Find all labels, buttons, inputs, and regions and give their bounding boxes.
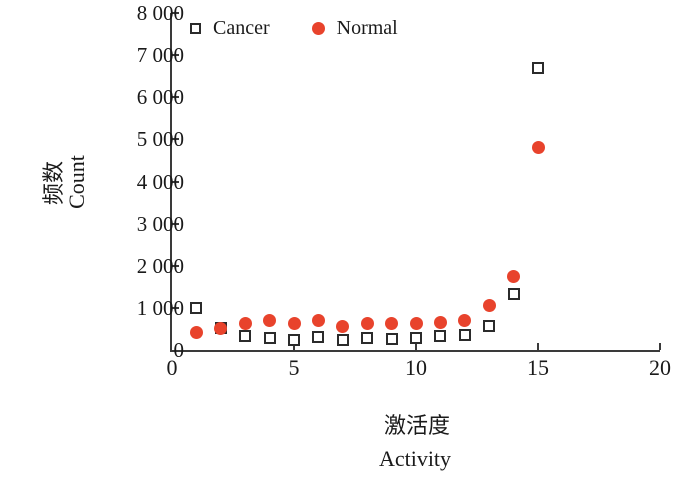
data-point-normal: [287, 317, 301, 331]
data-point-cancer: [434, 330, 447, 343]
data-point-cancer: [410, 332, 422, 345]
open-square-icon: [190, 23, 201, 34]
data-point-normal: [458, 314, 472, 328]
x-tick-label: 20: [649, 355, 671, 380]
x-axis-tick: [659, 343, 661, 350]
data-point-cancer: [312, 331, 325, 344]
x-tick-label: 10: [405, 355, 427, 380]
y-axis-tick: [172, 306, 179, 309]
data-point-normal: [507, 269, 521, 283]
y-tick-label: 6 000: [136, 85, 184, 110]
data-point-cancer: [361, 332, 374, 345]
y-axis-tick: [172, 222, 179, 225]
y-axis-tick: [172, 180, 179, 183]
data-point-cancer: [458, 328, 471, 341]
y-axis-tick: [172, 264, 179, 267]
x-axis-tick: [415, 343, 417, 350]
y-tick-label: 3 000: [136, 211, 184, 236]
x-axis-title-zh: 激活度: [383, 413, 451, 438]
legend-label-cancer: Cancer: [213, 17, 270, 39]
data-point-normal: [336, 320, 350, 334]
legend-entry-cancer: Cancer: [190, 17, 270, 40]
y-tick-label: 4 000: [136, 169, 184, 194]
y-axis-tick: [172, 138, 179, 141]
data-point-normal: [409, 316, 423, 330]
y-tick-label: 7 000: [136, 43, 184, 68]
data-point-cancer: [532, 61, 544, 74]
data-point-normal: [238, 316, 252, 330]
legend-entry-normal: Normal: [311, 17, 398, 40]
x-axis-tick: [293, 343, 295, 350]
data-point-cancer: [239, 330, 252, 343]
data-point-cancer: [190, 301, 203, 314]
y-tick-label: 2 000: [136, 253, 184, 278]
x-tick-label: 15: [527, 355, 549, 380]
data-point-normal: [360, 316, 374, 330]
data-point-cancer: [483, 319, 496, 332]
plot-area: [170, 12, 661, 352]
data-point-normal: [214, 321, 228, 335]
data-point-normal: [482, 299, 496, 313]
y-tick-label: 1 000: [136, 295, 184, 320]
y-tick-label: 5 000: [136, 127, 184, 152]
filled-circle-icon: [311, 22, 325, 35]
data-point-cancer: [336, 333, 349, 346]
data-point-normal: [263, 313, 277, 327]
data-point-normal: [385, 316, 399, 330]
data-point-normal: [189, 325, 203, 339]
legend: Cancer Normal: [190, 17, 440, 40]
y-tick-label: 8 000: [136, 1, 184, 25]
x-axis-title-en: Activity: [378, 446, 452, 471]
data-point-normal: [433, 315, 447, 329]
y-axis-tick: [172, 54, 179, 57]
x-tick-label: 0: [166, 355, 178, 380]
data-point-cancer: [385, 333, 398, 346]
y-axis-tick: [172, 96, 179, 99]
data-point-normal: [311, 313, 325, 327]
data-point-cancer: [507, 287, 520, 300]
data-point-cancer: [288, 333, 300, 346]
x-tick-label: 5: [288, 355, 300, 380]
legend-label-normal: Normal: [336, 17, 398, 39]
y-axis-tick: [172, 12, 179, 14]
y-tick-label: 0: [173, 338, 185, 362]
x-axis-tick: [537, 343, 539, 350]
data-point-normal: [531, 141, 545, 155]
y-axis-title-en: Count: [64, 155, 89, 209]
data-point-cancer: [263, 332, 276, 345]
